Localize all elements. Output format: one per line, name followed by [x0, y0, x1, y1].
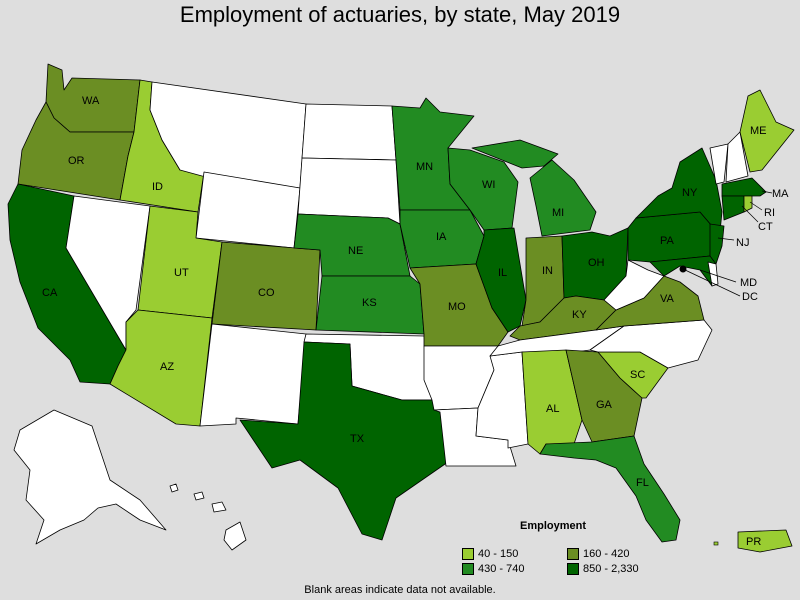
state-tx [239, 341, 449, 541]
state-md [649, 255, 717, 287]
label-ia: IA [436, 231, 447, 243]
label-mi: MI [552, 207, 564, 219]
label-ny: NY [682, 187, 698, 199]
label-az: AZ [160, 361, 174, 373]
state-co [211, 241, 321, 331]
state-vt [709, 143, 729, 185]
legend-item-160-420: 160 - 420 [567, 548, 662, 560]
legend-item-430-740: 430 - 740 [462, 563, 567, 575]
label-ky: KY [572, 309, 587, 321]
label-fl: FL [636, 477, 649, 489]
state-ct [721, 195, 745, 221]
legend: Employment 40 - 150 160 - 420 430 - 740 … [462, 520, 662, 575]
map-title: Employment of actuaries, by state, May 2… [179, 2, 621, 27]
state-nh [725, 131, 749, 183]
label-mo: MO [448, 301, 466, 313]
legend-label: 430 - 740 [478, 563, 525, 575]
label-il: IL [498, 267, 507, 279]
state-nm [199, 323, 307, 427]
legend-item-40-150: 40 - 150 [462, 548, 567, 560]
label-ne: NE [348, 245, 363, 257]
label-ga: GA [596, 399, 613, 411]
state-wv [603, 259, 665, 311]
legend-swatch [462, 563, 474, 575]
label-ri: RI [764, 207, 775, 219]
label-mn: MN [416, 161, 433, 173]
label-in: IN [542, 265, 553, 277]
label-ct: CT [758, 221, 773, 233]
legend-swatch [462, 548, 474, 560]
label-va: VA [660, 293, 675, 305]
state-hi [169, 483, 247, 551]
state-mi [471, 139, 597, 237]
legend-swatch [567, 563, 579, 575]
state-nd [301, 103, 397, 161]
label-ut: UT [174, 267, 189, 279]
state-ak [13, 409, 167, 545]
label-dc: DC [742, 291, 758, 303]
label-oh: OH [588, 257, 605, 269]
legend-title: Employment [520, 520, 587, 532]
state-fl [539, 435, 681, 543]
legend-label: 40 - 150 [478, 548, 519, 560]
label-id: ID [152, 181, 163, 193]
legend-item-850-2330: 850 - 2,330 [567, 563, 662, 575]
legend-label: 850 - 2,330 [583, 563, 639, 575]
legend-label: 160 - 420 [583, 548, 630, 560]
label-pa: PA [660, 235, 675, 247]
label-wa: WA [82, 95, 100, 107]
state-sd [297, 157, 401, 225]
label-md: MD [740, 277, 757, 289]
state-il [475, 227, 527, 333]
legend-swatch [567, 548, 579, 560]
label-wi: WI [482, 179, 495, 191]
label-or: OR [68, 155, 85, 167]
label-nj: NJ [736, 237, 749, 249]
label-sc: SC [630, 369, 645, 381]
label-co: CO [258, 287, 275, 299]
territory-pr-island [713, 541, 719, 546]
territory-pr [737, 529, 793, 553]
label-al: AL [546, 403, 559, 415]
state-ri [743, 195, 753, 213]
label-pr: PR [746, 536, 761, 548]
label-ca: CA [42, 287, 58, 299]
label-ks: KS [362, 297, 377, 309]
footnote: Blank areas indicate data not available. [304, 584, 496, 596]
label-ma: MA [772, 188, 789, 200]
label-tx: TX [350, 433, 365, 445]
label-me: ME [750, 125, 767, 137]
state-ma [721, 177, 767, 197]
state-me [739, 89, 795, 173]
state-az [109, 309, 213, 427]
